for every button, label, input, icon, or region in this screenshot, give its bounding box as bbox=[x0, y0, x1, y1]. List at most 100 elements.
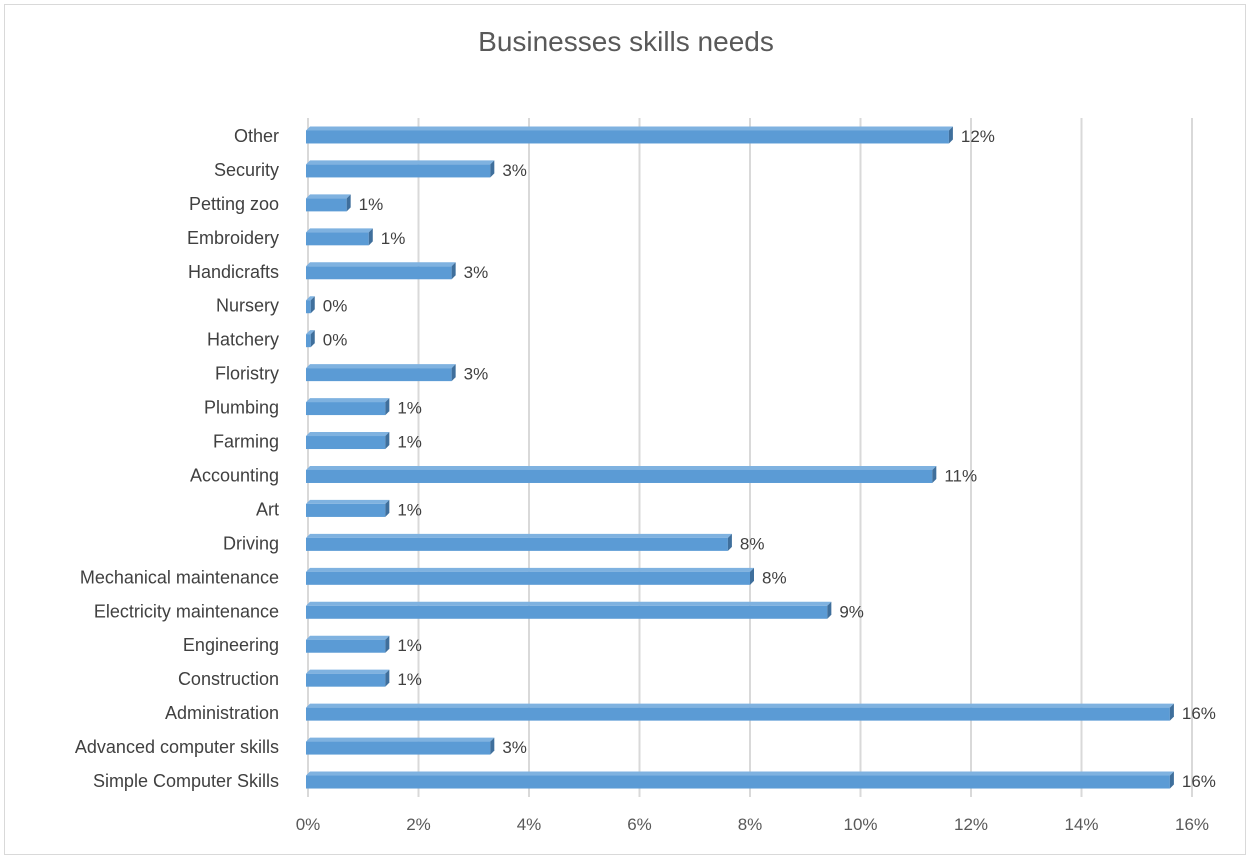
data-label: 1% bbox=[381, 229, 406, 248]
bar-side-face bbox=[1169, 771, 1174, 789]
bar bbox=[306, 741, 491, 755]
x-tick-label: 4% bbox=[517, 815, 542, 834]
bar-top-face bbox=[306, 601, 832, 606]
bars bbox=[306, 126, 1174, 789]
bar bbox=[306, 436, 386, 450]
x-tick-label: 12% bbox=[954, 815, 988, 834]
bar bbox=[306, 605, 828, 619]
bar-top-face bbox=[306, 296, 315, 301]
data-label: 8% bbox=[762, 568, 787, 587]
x-tick-label: 8% bbox=[738, 815, 763, 834]
bar bbox=[306, 130, 949, 144]
bar-side-face bbox=[385, 669, 390, 687]
x-tick-label: 16% bbox=[1175, 815, 1209, 834]
data-label: 11% bbox=[944, 466, 977, 485]
bar-top-face bbox=[306, 669, 390, 674]
category-label: Advanced computer skills bbox=[75, 737, 279, 757]
bar-side-face bbox=[750, 567, 754, 585]
x-tick-label: 2% bbox=[406, 815, 431, 834]
category-label: Construction bbox=[178, 669, 279, 689]
data-label: 1% bbox=[397, 500, 422, 519]
category-label: Farming bbox=[213, 432, 279, 452]
bar bbox=[306, 537, 728, 551]
bar bbox=[306, 503, 386, 517]
bar-side-face bbox=[827, 601, 832, 619]
bar-side-face bbox=[932, 465, 937, 483]
bar-side-face bbox=[310, 296, 315, 314]
bar-side-face bbox=[385, 432, 390, 450]
data-label: 0% bbox=[323, 297, 348, 316]
bar-top-face bbox=[306, 465, 937, 470]
bar-top-face bbox=[306, 567, 754, 572]
bar bbox=[306, 775, 1170, 789]
bar-top-face bbox=[306, 262, 456, 267]
category-label: Art bbox=[256, 499, 279, 519]
bar bbox=[306, 673, 386, 687]
category-label: Driving bbox=[223, 533, 279, 553]
data-label: 1% bbox=[397, 670, 422, 689]
bar-side-face bbox=[368, 228, 373, 246]
bar-side-face bbox=[490, 737, 495, 755]
x-tick-label: 0% bbox=[296, 815, 321, 834]
grid-lines bbox=[307, 118, 1193, 797]
category-label: Handicrafts bbox=[188, 262, 279, 282]
x-tick-label: 6% bbox=[627, 815, 652, 834]
bar bbox=[306, 266, 452, 280]
bar bbox=[306, 571, 750, 585]
bar-side-face bbox=[385, 635, 390, 653]
bar-top-face bbox=[306, 228, 373, 233]
category-label: Simple Computer Skills bbox=[93, 771, 279, 791]
bar bbox=[306, 469, 933, 483]
data-label: 3% bbox=[464, 365, 489, 384]
bar bbox=[306, 164, 491, 178]
bar bbox=[306, 402, 386, 416]
bar bbox=[306, 334, 311, 348]
data-label: 3% bbox=[502, 161, 527, 180]
bar bbox=[306, 300, 311, 314]
data-label: 9% bbox=[839, 602, 864, 621]
bar-top-face bbox=[306, 771, 1174, 776]
bar-side-face bbox=[948, 126, 953, 144]
category-label: Administration bbox=[165, 703, 279, 723]
data-label: 16% bbox=[1182, 704, 1216, 723]
bar bbox=[306, 232, 369, 246]
bar-top-face bbox=[306, 533, 732, 538]
data-label: 1% bbox=[359, 195, 384, 214]
bar-top-face bbox=[306, 499, 390, 504]
bar-side-face bbox=[346, 194, 351, 212]
category-label: Electricity maintenance bbox=[94, 601, 279, 621]
data-label: 1% bbox=[397, 433, 422, 452]
bar-top-face bbox=[306, 703, 1174, 708]
bar-top-face bbox=[306, 398, 390, 403]
category-label: Nursery bbox=[216, 296, 279, 316]
bar bbox=[306, 639, 386, 653]
category-label: Petting zoo bbox=[189, 194, 279, 214]
labels: 0% 2% 4% 6% 8% 10% 12% 14% 16% Other 12% Security 3%… bbox=[75, 126, 1216, 834]
bar-side-face bbox=[490, 160, 495, 178]
bar-side-face bbox=[1169, 703, 1174, 721]
category-label: Hatchery bbox=[207, 330, 279, 350]
bar-top-face bbox=[306, 194, 351, 199]
category-label: Engineering bbox=[183, 635, 279, 655]
data-label: 0% bbox=[323, 331, 348, 350]
category-label: Floristry bbox=[215, 364, 279, 384]
bar-side-face bbox=[385, 398, 390, 416]
bar-top-face bbox=[306, 737, 495, 742]
bar bbox=[306, 707, 1170, 721]
bar-top-face bbox=[306, 635, 390, 640]
bar bbox=[306, 198, 347, 212]
category-label: Mechanical maintenance bbox=[80, 567, 279, 587]
data-label: 1% bbox=[397, 399, 422, 418]
bar-top-face bbox=[306, 432, 390, 437]
bar bbox=[306, 368, 452, 382]
category-label: Plumbing bbox=[204, 398, 279, 418]
bar-side-face bbox=[451, 364, 456, 382]
category-label: Other bbox=[234, 126, 279, 146]
data-label: 1% bbox=[397, 636, 422, 655]
bar-top-face bbox=[306, 160, 495, 165]
data-label: 3% bbox=[502, 738, 527, 757]
bar-top-face bbox=[306, 126, 953, 131]
bar-side-face bbox=[310, 330, 315, 348]
chart-title: Businesses skills needs bbox=[478, 26, 774, 57]
